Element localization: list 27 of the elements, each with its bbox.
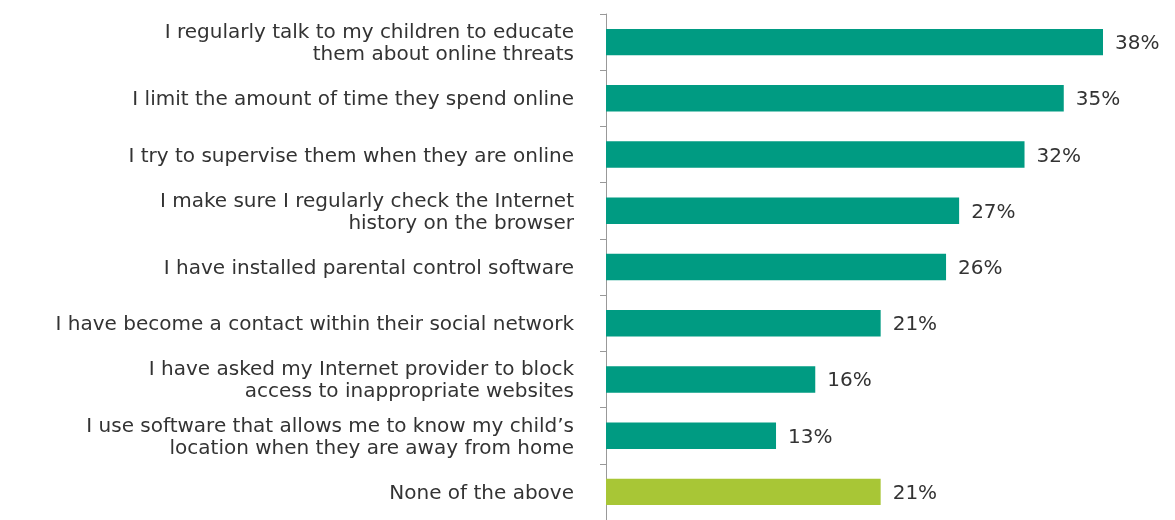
y-tick-label: None of the above (389, 479, 574, 504)
bar (606, 422, 777, 449)
data-label: 26% (958, 255, 1003, 279)
y-tick-label: I use software that allows me to know my child’s location when they are away from home (86, 412, 574, 459)
y-tick-label: I have installed parental control software (163, 255, 574, 279)
bar (606, 28, 1103, 56)
y-tick-label: I make sure I regularly check the Internet history on the browser (159, 187, 575, 234)
y-tick-label: I limit the amount of time they spend online (132, 86, 574, 111)
data-label: 21% (892, 311, 938, 336)
bar (606, 366, 816, 393)
data-label: 35% (1075, 86, 1121, 111)
y-tick-label: I regularly talk to my children to educate them about online threats (164, 19, 574, 66)
bar (606, 253, 947, 281)
bar (606, 310, 881, 337)
bar (606, 478, 881, 506)
bar (606, 141, 1025, 168)
y-tick-label: I try to supervise them when they are online (128, 142, 574, 167)
data-label: 32% (1036, 142, 1081, 167)
bar (606, 197, 960, 224)
data-label: 21% (892, 479, 938, 504)
bar (606, 85, 1064, 112)
data-label: 27% (971, 198, 1016, 223)
data-label: 38% (1115, 30, 1160, 55)
data-label: 13% (788, 423, 833, 448)
data-label: 16% (827, 367, 872, 392)
y-tick-label: I have become a contact within their social network (55, 311, 575, 336)
y-tick-label: I have asked my Internet provider to block access to inappropriate websites (148, 356, 575, 403)
